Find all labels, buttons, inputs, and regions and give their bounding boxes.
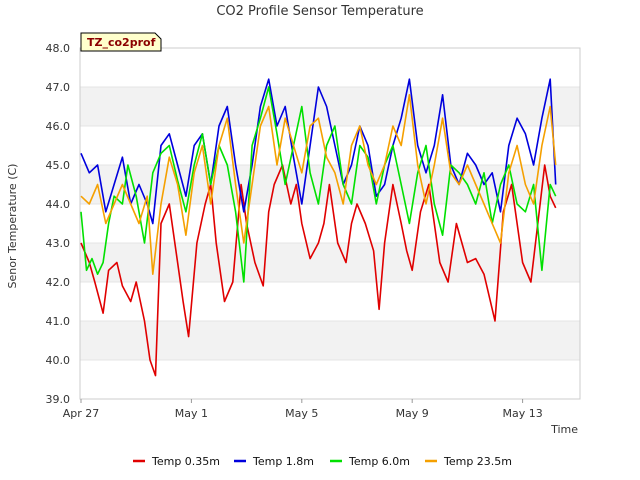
y-tick-label: 48.0 xyxy=(46,42,71,55)
y-tick-label: 46.0 xyxy=(46,120,71,133)
x-axis-label: Time xyxy=(550,423,578,436)
series-lines xyxy=(80,78,557,377)
grid-band xyxy=(80,321,580,360)
legend-label: Temp 0.35m xyxy=(151,455,220,468)
grid-bands xyxy=(80,48,580,400)
x-tick-labels: Apr 27 May 1 May 5 May 9 May 13 xyxy=(63,399,543,420)
legend-label: Temp 6.0m xyxy=(348,455,410,468)
grid-band xyxy=(80,360,580,399)
grid-band xyxy=(80,282,580,321)
y-tick-label: 43.0 xyxy=(46,237,71,250)
series-line xyxy=(80,86,557,283)
legend-label: Temp 1.8m xyxy=(252,455,314,468)
x-tick-label: May 5 xyxy=(285,407,318,420)
series-line xyxy=(80,94,557,276)
y-tick-label: 45.0 xyxy=(46,159,71,172)
site-badge-label: TZ_co2prof xyxy=(87,36,156,49)
x-tick-label: May 9 xyxy=(396,407,429,420)
y-tick-label: 47.0 xyxy=(46,81,71,94)
x-tick-label: May 13 xyxy=(502,407,542,420)
y-tick-label: 39.0 xyxy=(46,393,71,406)
chart-title: CO2 Profile Sensor Temperature xyxy=(216,4,423,19)
y-tick-label: 42.0 xyxy=(46,276,71,289)
y-tick-labels: 39.0 40.0 41.0 42.0 43.0 44.0 45.0 46.0 47.0 48.0 xyxy=(46,42,71,406)
grid-band xyxy=(80,243,580,282)
grid-band xyxy=(80,126,580,165)
legend-label: Temp 23.5m xyxy=(443,455,512,468)
site-badge: TZ_co2prof xyxy=(80,32,162,52)
series-line xyxy=(80,78,557,225)
grid-band xyxy=(80,204,580,243)
site-badge-shape xyxy=(80,32,162,52)
legend: Temp 0.35m Temp 1.8m Temp 6.0m Temp 23.5m xyxy=(133,455,512,468)
y-tick-label: 40.0 xyxy=(46,354,71,367)
series-line xyxy=(80,164,557,377)
plot-frame xyxy=(79,47,581,400)
y-tick-label: 44.0 xyxy=(46,198,71,211)
x-tick-label: Apr 27 xyxy=(63,407,100,420)
y-tick-label: 41.0 xyxy=(46,315,71,328)
grid-band xyxy=(80,48,580,87)
y-axis-label: Senor Temperature (C) xyxy=(6,164,19,289)
x-tick-label: May 1 xyxy=(175,407,208,420)
